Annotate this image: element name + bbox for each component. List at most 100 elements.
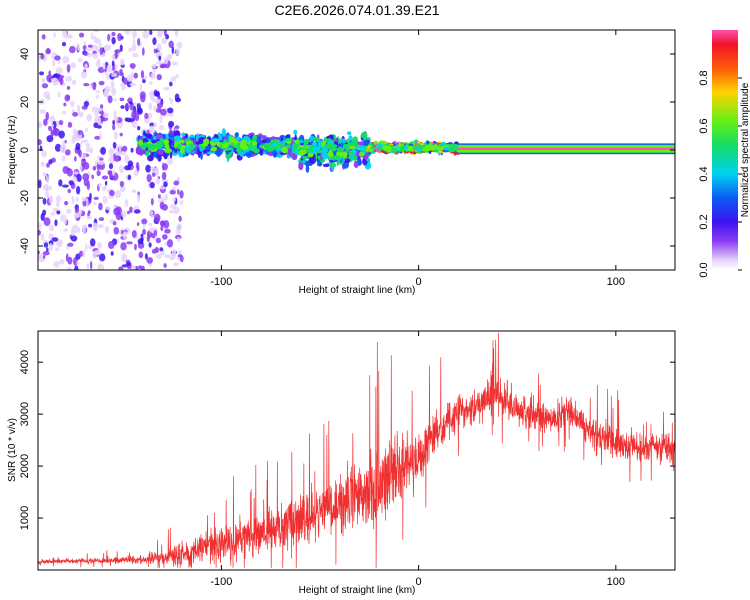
spectrogram-cell — [271, 143, 277, 147]
spectrogram-cell — [38, 222, 42, 230]
spectrogram-cell — [87, 47, 94, 52]
spectrogram-cell — [139, 91, 146, 100]
spectrogram-cell — [46, 135, 54, 143]
spectrogram-cell — [140, 265, 145, 270]
spectrogram-cell — [86, 181, 91, 190]
spectrogram-cell — [138, 148, 144, 156]
spectrogram-cell — [167, 107, 174, 114]
spectrogram-cell — [45, 48, 51, 55]
spectrogram-cell — [144, 253, 148, 260]
spectrogram-heatmap — [38, 30, 675, 270]
spectrogram-cell — [48, 70, 52, 76]
snr-ytick-label: 2000 — [19, 454, 31, 478]
spectrogram-cell — [101, 186, 107, 192]
spectrogram-cell — [161, 204, 168, 211]
spectrogram-cell — [99, 104, 104, 110]
spectrogram-cell — [86, 215, 92, 220]
spectrogram-cell — [299, 149, 307, 155]
spectrogram-cell — [162, 162, 169, 171]
spectrogram-cell — [106, 64, 114, 73]
spectrogram-cell — [146, 174, 152, 183]
spectrogram-cell — [118, 266, 124, 270]
spectrogram-cell — [126, 261, 132, 267]
spectrogram-cell — [436, 146, 444, 151]
spectrogram-cell — [240, 139, 248, 145]
spectrogram-cell — [163, 263, 167, 268]
spectrogram-cell — [95, 107, 103, 112]
spectrogram-xtick-label: 0 — [416, 276, 422, 288]
spectrogram-cell — [93, 122, 99, 129]
spectrogram-cell — [157, 194, 161, 199]
spectrogram-cell — [154, 246, 160, 254]
spectrogram-cell — [407, 145, 413, 152]
spectrogram-cell — [59, 259, 65, 265]
spectrogram-cell — [348, 135, 353, 142]
spectrogram-cell — [52, 77, 59, 86]
spectrogram-cell — [40, 53, 45, 60]
spectrogram-cell — [98, 80, 105, 86]
spectrogram-cell — [234, 132, 239, 138]
spectrogram-cell — [81, 157, 87, 167]
spectrogram-cell — [104, 85, 111, 93]
spectrogram-cell — [92, 222, 98, 232]
spectrogram-cell — [114, 115, 119, 123]
spectrogram-cell — [72, 128, 79, 136]
spectrogram-cell — [167, 156, 173, 166]
spectrogram-xlabel: Height of straight line (km) — [299, 285, 416, 296]
spectrogram-cell — [164, 148, 173, 153]
spectrogram-cell — [67, 256, 73, 265]
spectrogram-cell — [81, 153, 87, 160]
spectrogram-cell — [163, 139, 169, 146]
spectrogram-cell — [124, 104, 129, 109]
spectrogram-cell — [41, 34, 46, 40]
spectrogram-cell — [225, 147, 233, 151]
spectrogram-cell — [159, 186, 167, 190]
spectrogram-cell — [112, 119, 116, 126]
spectrogram-cell — [42, 184, 50, 191]
spectrogram-cell — [391, 147, 398, 152]
spectrogram-cell — [111, 60, 115, 66]
spectrogram-cell — [50, 123, 54, 128]
spectrogram-cell — [53, 260, 60, 269]
spectrogram-cell — [51, 237, 59, 242]
spectrogram-cell — [62, 155, 66, 162]
spectrogram-cell — [93, 196, 99, 200]
spectrogram-cell — [108, 171, 113, 179]
spectrogram-cell — [139, 84, 143, 92]
spectrogram-cell — [98, 217, 105, 222]
spectrogram-cell — [66, 267, 72, 270]
spectrogram-cell — [41, 77, 46, 83]
spectrogram-cell — [148, 222, 153, 227]
spectrogram-cell — [159, 125, 165, 131]
spectrogram-cell — [131, 43, 137, 52]
spectrogram-cell — [76, 104, 81, 113]
spectrogram-cell — [252, 140, 258, 146]
spectrogram-cell — [57, 91, 61, 98]
spectrogram-cell — [166, 239, 174, 248]
spectrogram-cell — [163, 220, 170, 229]
spectrogram-cell — [178, 151, 184, 158]
spectrogram-ytick-label: 20 — [19, 96, 31, 108]
spectrogram-cell — [134, 243, 137, 251]
spectrogram-cell — [131, 120, 138, 129]
spectrogram-cell — [61, 41, 67, 47]
spectrogram-cell — [145, 164, 152, 173]
spectrogram-cell — [285, 140, 292, 145]
spectrogram-cell — [85, 243, 88, 252]
spectrogram-cell — [153, 132, 159, 136]
spectrogram-cell — [54, 219, 58, 227]
spectrogram-cell — [88, 223, 93, 228]
spectrogram-cell — [120, 105, 125, 109]
colorbar-tick-label: 0.8 — [698, 70, 710, 85]
spectrogram-cell — [112, 124, 116, 131]
spectrogram-cell — [122, 231, 127, 240]
spectrogram-cell — [211, 138, 220, 143]
spectrogram-cell — [108, 240, 115, 250]
spectrogram-cell — [39, 109, 46, 114]
spectrogram-cell — [164, 194, 169, 201]
spectrogram-cell — [195, 141, 201, 145]
spectrogram-cell — [146, 257, 154, 264]
spectrogram-cell — [179, 199, 184, 205]
spectrogram-cell — [322, 163, 330, 168]
